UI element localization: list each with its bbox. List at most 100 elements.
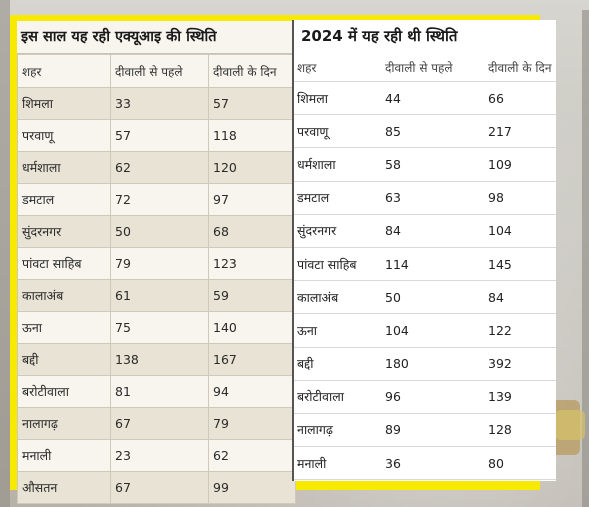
diwali-day-aqi-cell: 62	[208, 439, 296, 472]
city-cell: कालाअंब	[293, 280, 381, 315]
diwali-day-aqi-cell: 140	[484, 479, 556, 481]
city-cell: शिमला	[293, 81, 381, 116]
diwali-day-aqi-cell: 118	[208, 119, 296, 152]
vehicle-blur	[555, 410, 585, 440]
table-row: डमटाल 63 98	[293, 181, 556, 215]
before-diwali-aqi-cell: 50	[381, 280, 484, 315]
table-row: बरोटीवाला 96 139	[293, 380, 556, 414]
before-diwali-aqi-cell: 44	[381, 81, 484, 116]
table-header-row: शहर दीवाली से पहले दीवाली के दिन	[17, 54, 296, 88]
diwali-day-aqi-cell: 120	[208, 151, 296, 184]
city-cell: मनाली	[293, 446, 381, 481]
before-diwali-aqi-cell: 72	[110, 183, 209, 216]
city-cell: बरोटीवाला	[293, 380, 381, 414]
before-diwali-aqi-cell: 50	[110, 215, 209, 248]
diwali-day-aqi-cell: 145	[484, 247, 556, 282]
diwali-day-aqi-cell: 140	[208, 311, 296, 344]
before-diwali-aqi-cell: 84	[381, 214, 484, 248]
diwali-day-aqi-cell: 98	[484, 181, 556, 215]
table-row: बद्दी 180 392	[293, 347, 556, 381]
diwali-day-aqi-cell: 109	[484, 147, 556, 182]
city-cell: शिमला	[17, 87, 111, 120]
city-cell: धर्मशाला	[17, 151, 111, 184]
before-diwali-aqi-cell: 57	[110, 119, 209, 152]
city-cell: धर्मशाला	[293, 147, 381, 182]
before-diwali-aqi-cell: 89	[381, 413, 484, 448]
before-diwali-aqi-cell: 81	[110, 375, 209, 408]
column-header: दीवाली के दिन	[208, 54, 296, 88]
diwali-day-aqi-cell: 57	[208, 87, 296, 120]
table-row: कालाअंब 50 84	[293, 280, 556, 315]
previous-year-table-grid: शहर दीवाली से पहले दीवाली के दिन शिमला 44 66 प…	[293, 53, 556, 481]
diwali-day-aqi-cell: 128	[484, 413, 556, 448]
diwali-day-aqi-cell: 84	[484, 280, 556, 315]
city-cell: सुंदरनगर	[17, 215, 111, 248]
city-cell: मनाली	[17, 439, 111, 472]
table-row: औसतन 67 99	[17, 471, 296, 504]
diwali-day-aqi-cell: 80	[484, 446, 556, 481]
before-diwali-aqi-cell: 58	[381, 147, 484, 182]
diwali-day-aqi-cell: 122	[484, 313, 556, 348]
before-diwali-aqi-cell: 96	[381, 380, 484, 414]
column-header: शहर	[17, 54, 111, 88]
diwali-day-aqi-cell: 99	[208, 471, 296, 504]
before-diwali-aqi-cell: 138	[110, 343, 209, 376]
current-year-table-grid: शहर दीवाली से पहले दीवाली के दिन शिमला 33 57 प…	[17, 54, 296, 504]
table-row: औसतन84140	[293, 479, 556, 481]
city-cell: बद्दी	[293, 347, 381, 381]
city-cell: डमटाल	[17, 183, 111, 216]
table-row: धर्मशाला 58 109	[293, 147, 556, 182]
column-header: शहर	[293, 53, 381, 82]
table-row: ऊना 104 122	[293, 313, 556, 348]
table-row: बद्दी 138 167	[17, 343, 296, 376]
city-cell: बद्दी	[17, 343, 111, 376]
before-diwali-aqi-cell: 62	[110, 151, 209, 184]
table-row: मनाली 23 62	[17, 439, 296, 472]
city-cell: औसतन	[17, 471, 111, 504]
table-row: पांवटा साहिब 79 123	[17, 247, 296, 280]
table-row: ऊना 75 140	[17, 311, 296, 344]
table-row: डमटाल 72 97	[17, 183, 296, 216]
before-diwali-aqi-cell: 67	[110, 471, 209, 504]
before-diwali-aqi-cell: 33	[110, 87, 209, 120]
table-row: कालाअंब 61 59	[17, 279, 296, 312]
table-row: पांवटा साहिब 114 145	[293, 247, 556, 282]
city-cell: पांवटा साहिब	[17, 247, 111, 280]
diwali-day-aqi-cell: 94	[208, 375, 296, 408]
diwali-day-aqi-cell: 392	[484, 347, 556, 381]
before-diwali-aqi-cell: 114	[381, 247, 484, 282]
before-diwali-aqi-cell: 85	[381, 114, 484, 149]
before-diwali-aqi-cell: 104	[381, 313, 484, 348]
city-cell: बरोटीवाला	[17, 375, 111, 408]
street-pole	[582, 10, 589, 507]
diwali-day-aqi-cell: 167	[208, 343, 296, 376]
before-diwali-aqi-cell: 84	[381, 479, 484, 481]
city-cell: सुंदरनगर	[293, 214, 381, 248]
table-row: सुंदरनगर 84 104	[293, 214, 556, 248]
before-diwali-aqi-cell: 36	[381, 446, 484, 481]
table-row: धर्मशाला 62 120	[17, 151, 296, 184]
current-year-aqi-table: इस साल यह रही एक्यूआइ की स्थिति शहर दीवाल…	[17, 21, 296, 504]
before-diwali-aqi-cell: 23	[110, 439, 209, 472]
table-row: नालागढ़ 89 128	[293, 413, 556, 448]
table-row: सुंदरनगर 50 68	[17, 215, 296, 248]
diwali-day-aqi-cell: 104	[484, 214, 556, 248]
previous-year-aqi-table: 2024 में यह रही थी स्थिति शहर दीवाली से प…	[293, 20, 556, 481]
city-cell: परवाणू	[293, 114, 381, 149]
city-cell: कालाअंब	[17, 279, 111, 312]
diwali-day-aqi-cell: 139	[484, 380, 556, 414]
before-diwali-aqi-cell: 180	[381, 347, 484, 381]
column-header: दीवाली से पहले	[110, 54, 209, 88]
city-cell: औसतन	[293, 479, 381, 481]
table-header-row: शहर दीवाली से पहले दीवाली के दिन	[293, 53, 556, 82]
before-diwali-aqi-cell: 79	[110, 247, 209, 280]
city-cell: नालागढ़	[293, 413, 381, 448]
street-pole	[0, 0, 10, 507]
city-cell: ऊना	[293, 313, 381, 348]
table-row: शिमला 44 66	[293, 81, 556, 116]
diwali-day-aqi-cell: 66	[484, 81, 556, 116]
before-diwali-aqi-cell: 63	[381, 181, 484, 215]
table-row: परवाणू 57 118	[17, 119, 296, 152]
city-cell: डमटाल	[293, 181, 381, 215]
diwali-day-aqi-cell: 79	[208, 407, 296, 440]
